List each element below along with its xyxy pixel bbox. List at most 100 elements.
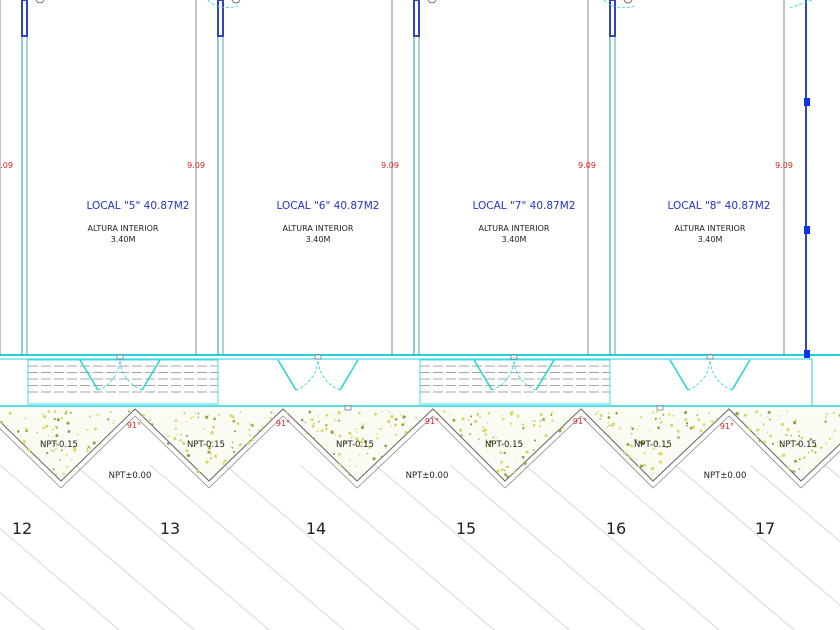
speckle: [743, 420, 745, 423]
speckle: [484, 433, 488, 437]
speckle: [652, 410, 654, 413]
speckle: [270, 411, 273, 414]
speckle: [686, 424, 688, 427]
speckle: [107, 418, 110, 421]
altura-value: 3.40M: [698, 235, 723, 244]
speckle: [702, 423, 706, 427]
speckle: [476, 412, 480, 416]
speckle: [643, 463, 647, 467]
door-stop: [116, 354, 124, 360]
diagonal-line: [824, 464, 840, 479]
speckle: [109, 410, 112, 414]
speckle: [802, 456, 805, 459]
speckle: [248, 434, 251, 436]
pipe-circle: [35, 0, 45, 4]
speckle: [86, 448, 89, 450]
speckle: [621, 449, 624, 451]
speckle: [356, 431, 359, 433]
diagonal-line: [0, 464, 195, 630]
speckle: [834, 429, 837, 432]
speckle: [316, 430, 319, 433]
speckle: [626, 442, 630, 446]
speckle: [231, 446, 234, 449]
speckle: [96, 413, 99, 416]
door-leaf: [79, 359, 161, 391]
angle-label: 91°: [276, 419, 290, 428]
speckle: [769, 418, 771, 421]
speckle: [213, 417, 216, 421]
axis-number: 15: [456, 519, 476, 538]
speckle: [231, 441, 234, 443]
speckle: [628, 455, 632, 458]
speckle: [17, 430, 20, 433]
speckle: [86, 428, 89, 431]
speckle: [311, 424, 315, 428]
speckle: [367, 445, 371, 449]
speckle: [504, 469, 506, 472]
speckle: [23, 439, 26, 443]
speckle: [32, 455, 34, 457]
speckle: [53, 417, 56, 421]
speckle: [76, 433, 79, 436]
speckle: [639, 440, 643, 445]
speckle: [173, 438, 176, 441]
speckle: [246, 441, 251, 445]
planter-level: NPT-0.15: [634, 440, 672, 450]
speckle: [814, 451, 817, 454]
speckle: [232, 450, 236, 454]
window-frame: [21, 0, 28, 37]
speckle: [831, 436, 833, 439]
speckle: [484, 432, 487, 434]
speckle: [53, 450, 55, 452]
local-title: LOCAL "8" 40.87M2: [668, 200, 771, 212]
speckle: [500, 460, 503, 464]
speckle: [401, 423, 405, 427]
speckle: [716, 417, 718, 420]
speckle: [212, 425, 216, 429]
speckle: [394, 433, 397, 436]
axis-number: 13: [160, 519, 180, 538]
speckle: [510, 422, 513, 425]
speckle: [338, 463, 342, 467]
speckle: [504, 473, 507, 476]
speckle: [251, 424, 254, 427]
speckle: [612, 422, 616, 426]
speckle: [495, 436, 498, 439]
speckle: [789, 434, 793, 438]
speckle: [286, 411, 288, 414]
speckle: [429, 410, 431, 413]
speckle: [743, 413, 748, 417]
facade-column: [804, 350, 810, 358]
speckle: [595, 413, 597, 415]
speckle: [792, 420, 797, 425]
axis-number: 16: [606, 519, 626, 538]
speckle: [65, 453, 68, 456]
speckle: [325, 413, 329, 417]
speckle: [486, 421, 489, 423]
speckle: [443, 410, 446, 413]
dimension-label: 9.09: [381, 161, 399, 170]
speckle: [793, 470, 796, 473]
speckle: [64, 412, 67, 415]
planter-edge-outer: [0, 415, 840, 489]
local-8: LOCAL "8" 40.87M2 ALTURA INTERIOR 3.40M: [668, 200, 771, 244]
speckle: [334, 434, 336, 436]
speckle: [786, 410, 788, 413]
planter-level: NPT-0.15: [40, 440, 78, 450]
speckle: [564, 421, 567, 424]
angle-label: 91°: [127, 421, 141, 430]
diagonal-line: [449, 464, 645, 630]
speckle: [185, 449, 189, 453]
speckle: [532, 423, 536, 427]
speckle: [364, 440, 368, 444]
speckle: [467, 419, 469, 421]
speckle: [499, 451, 502, 454]
speckle: [469, 432, 472, 435]
speckle: [658, 460, 663, 464]
speckle: [355, 465, 357, 468]
speckle: [516, 457, 518, 459]
speckle: [629, 444, 633, 448]
door-stop: [706, 354, 714, 360]
planter-fill: [0, 409, 135, 481]
axis-number: 12: [12, 519, 32, 538]
